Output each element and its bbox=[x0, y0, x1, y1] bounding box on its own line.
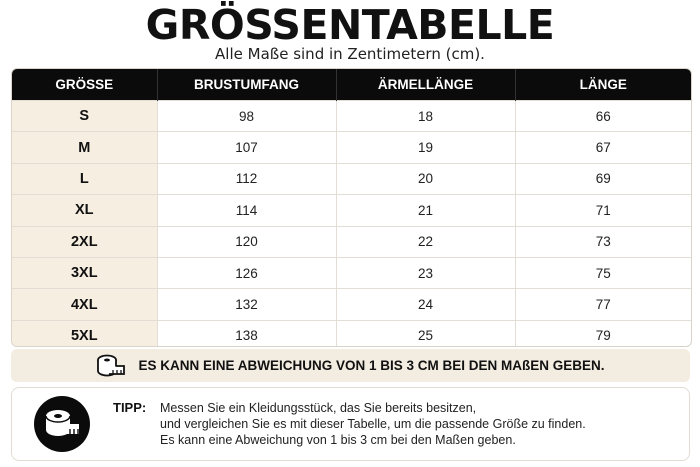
size-cell: 5XL bbox=[12, 319, 158, 346]
size-cell: 3XL bbox=[12, 256, 158, 289]
size-table: GRÖSSE BRUSTUMFANG ÄRMELLÄNGE LÄNGE S 98… bbox=[11, 68, 692, 347]
table-row: 3XL 126 23 75 bbox=[12, 256, 691, 289]
sleeve-cell: 24 bbox=[336, 288, 516, 321]
tip-line: Es kann eine Abweichung von 1 bis 3 cm b… bbox=[160, 433, 516, 447]
chest-cell: 138 bbox=[157, 319, 337, 346]
chest-cell: 132 bbox=[157, 288, 337, 321]
page-subtitle: Alle Maße sind in Zentimetern (cm). bbox=[215, 45, 485, 63]
size-cell: L bbox=[12, 162, 158, 195]
size-cell: 2XL bbox=[12, 225, 158, 258]
sleeve-cell: 25 bbox=[336, 319, 516, 346]
chest-cell: 107 bbox=[157, 131, 337, 164]
table-row: 5XL 138 25 79 bbox=[12, 319, 691, 346]
length-cell: 69 bbox=[515, 162, 691, 195]
sleeve-cell: 19 bbox=[336, 131, 516, 164]
tip-box: TIPP: Messen Sie ein Kleidungsstück, das… bbox=[11, 387, 690, 461]
deviation-note: ES KANN EINE ABWEICHUNG VON 1 BIS 3 CM B… bbox=[11, 349, 690, 382]
table-row: 2XL 120 22 73 bbox=[12, 225, 691, 258]
sleeve-cell: 21 bbox=[336, 194, 516, 227]
size-cell: XL bbox=[12, 194, 158, 227]
length-cell: 73 bbox=[515, 225, 691, 258]
length-cell: 67 bbox=[515, 131, 691, 164]
tip-line: und vergleichen Sie es mit dieser Tabell… bbox=[160, 417, 586, 431]
tip-line: Messen Sie ein Kleidungsstück, das Sie b… bbox=[160, 401, 477, 415]
table-row: L 112 20 69 bbox=[12, 162, 691, 195]
length-cell: 77 bbox=[515, 288, 691, 321]
chest-cell: 112 bbox=[157, 162, 337, 195]
length-cell: 79 bbox=[515, 319, 691, 346]
length-cell: 75 bbox=[515, 256, 691, 289]
sleeve-cell: 22 bbox=[336, 225, 516, 258]
column-header-length: LÄNGE bbox=[515, 69, 691, 101]
size-cell: 4XL bbox=[12, 288, 158, 321]
length-cell: 71 bbox=[515, 194, 691, 227]
table-row: S 98 18 66 bbox=[12, 99, 691, 132]
table-row: 4XL 132 24 77 bbox=[12, 288, 691, 321]
table-header-row: GRÖSSE BRUSTUMFANG ÄRMELLÄNGE LÄNGE bbox=[12, 69, 691, 101]
page-title: GRÖSSENTABELLE bbox=[145, 1, 555, 49]
chest-cell: 120 bbox=[157, 225, 337, 258]
size-cell: S bbox=[12, 99, 158, 132]
column-header-sleeve: ÄRMELLÄNGE bbox=[336, 69, 516, 101]
chest-cell: 114 bbox=[157, 194, 337, 227]
chest-cell: 126 bbox=[157, 256, 337, 289]
sleeve-cell: 23 bbox=[336, 256, 516, 289]
size-cell: M bbox=[12, 131, 158, 164]
measuring-tape-icon bbox=[96, 353, 126, 379]
tip-label: TIPP: bbox=[113, 400, 147, 415]
chest-cell: 98 bbox=[157, 99, 337, 132]
length-cell: 66 bbox=[515, 99, 691, 132]
note-text: ES KANN EINE ABWEICHUNG VON 1 BIS 3 CM B… bbox=[138, 358, 605, 373]
table-row: XL 114 21 71 bbox=[12, 194, 691, 227]
sleeve-cell: 18 bbox=[336, 99, 516, 132]
measuring-tape-icon bbox=[34, 396, 90, 452]
column-header-chest: BRUSTUMFANG bbox=[157, 69, 337, 101]
table-row: M 107 19 67 bbox=[12, 131, 691, 164]
column-header-size: GRÖSSE bbox=[12, 69, 158, 101]
sleeve-cell: 20 bbox=[336, 162, 516, 195]
tip-text: Messen Sie ein Kleidungsstück, das Sie b… bbox=[160, 400, 586, 448]
